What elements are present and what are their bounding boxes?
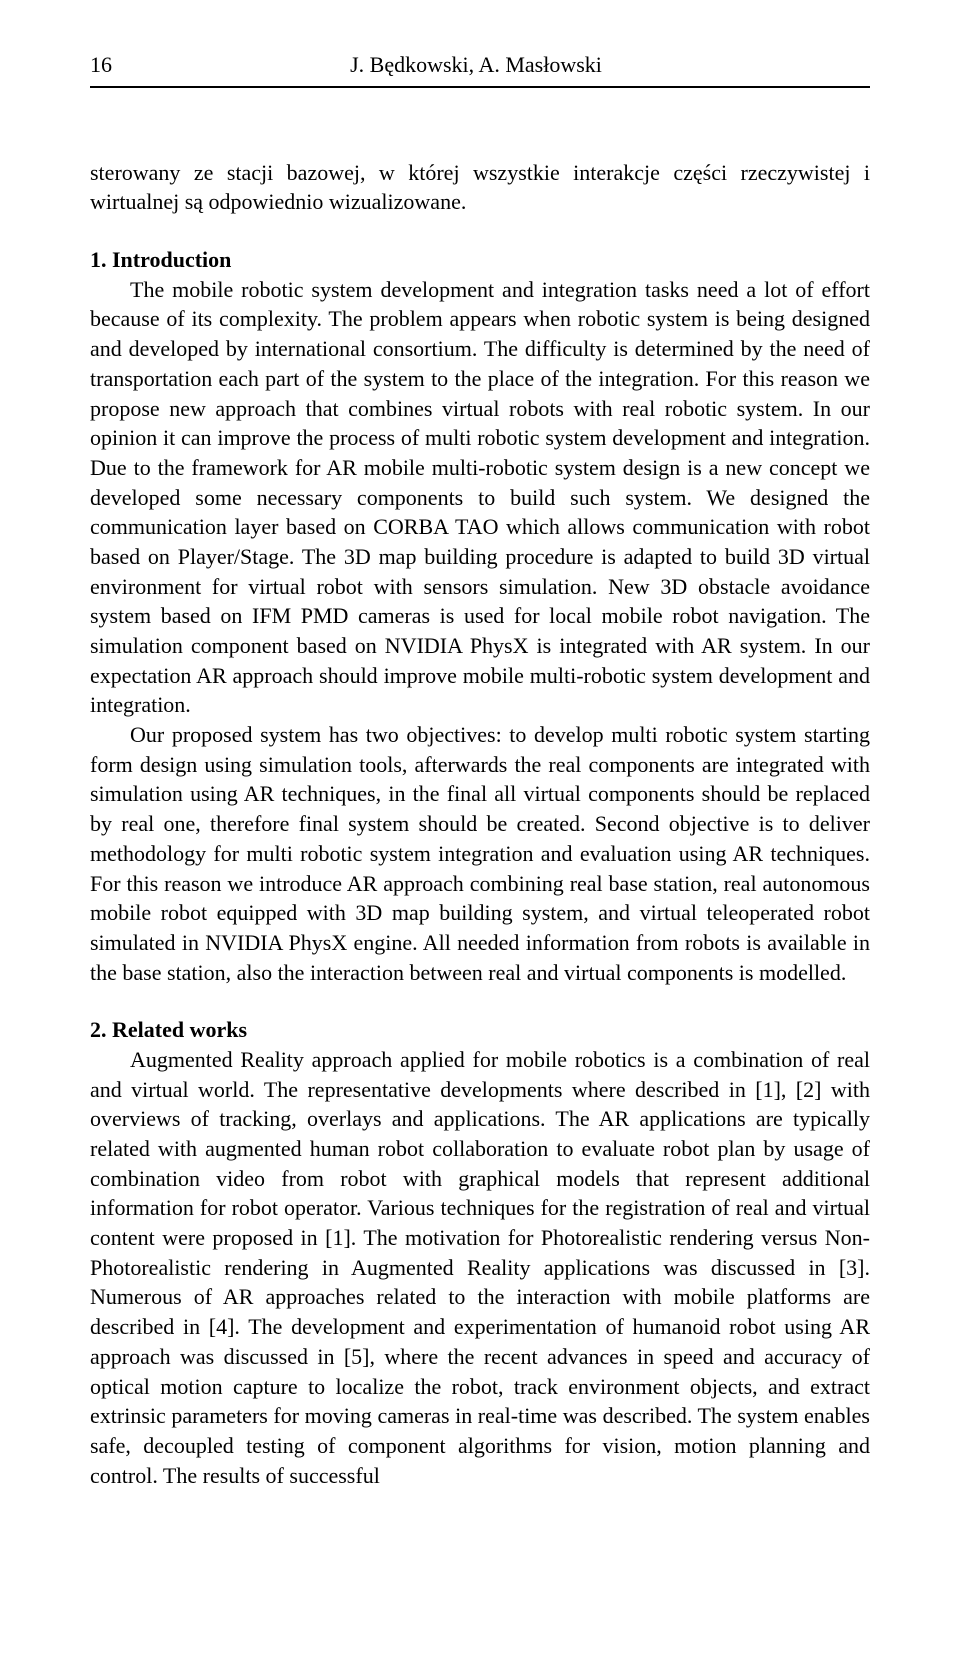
- section-2-heading: 2. Related works: [90, 1015, 870, 1045]
- header-divider: [90, 86, 870, 88]
- page-number: 16: [90, 50, 112, 80]
- section-1-body-2: Our proposed system has two objectives: …: [90, 720, 870, 987]
- page-header: 16 J. Będkowski, A. Masłowski: [90, 50, 870, 80]
- section-1-heading: 1. Introduction: [90, 247, 231, 272]
- section-2-body: Augmented Reality approach applied for m…: [90, 1045, 870, 1490]
- section-1: 1. Introduction The mobile robotic syste…: [90, 245, 870, 720]
- section-1-body: The mobile robotic system development an…: [90, 275, 870, 720]
- authors: J. Będkowski, A. Masłowski: [112, 50, 840, 80]
- intro-paragraph: sterowany ze stacji bazowej, w której ws…: [90, 158, 870, 217]
